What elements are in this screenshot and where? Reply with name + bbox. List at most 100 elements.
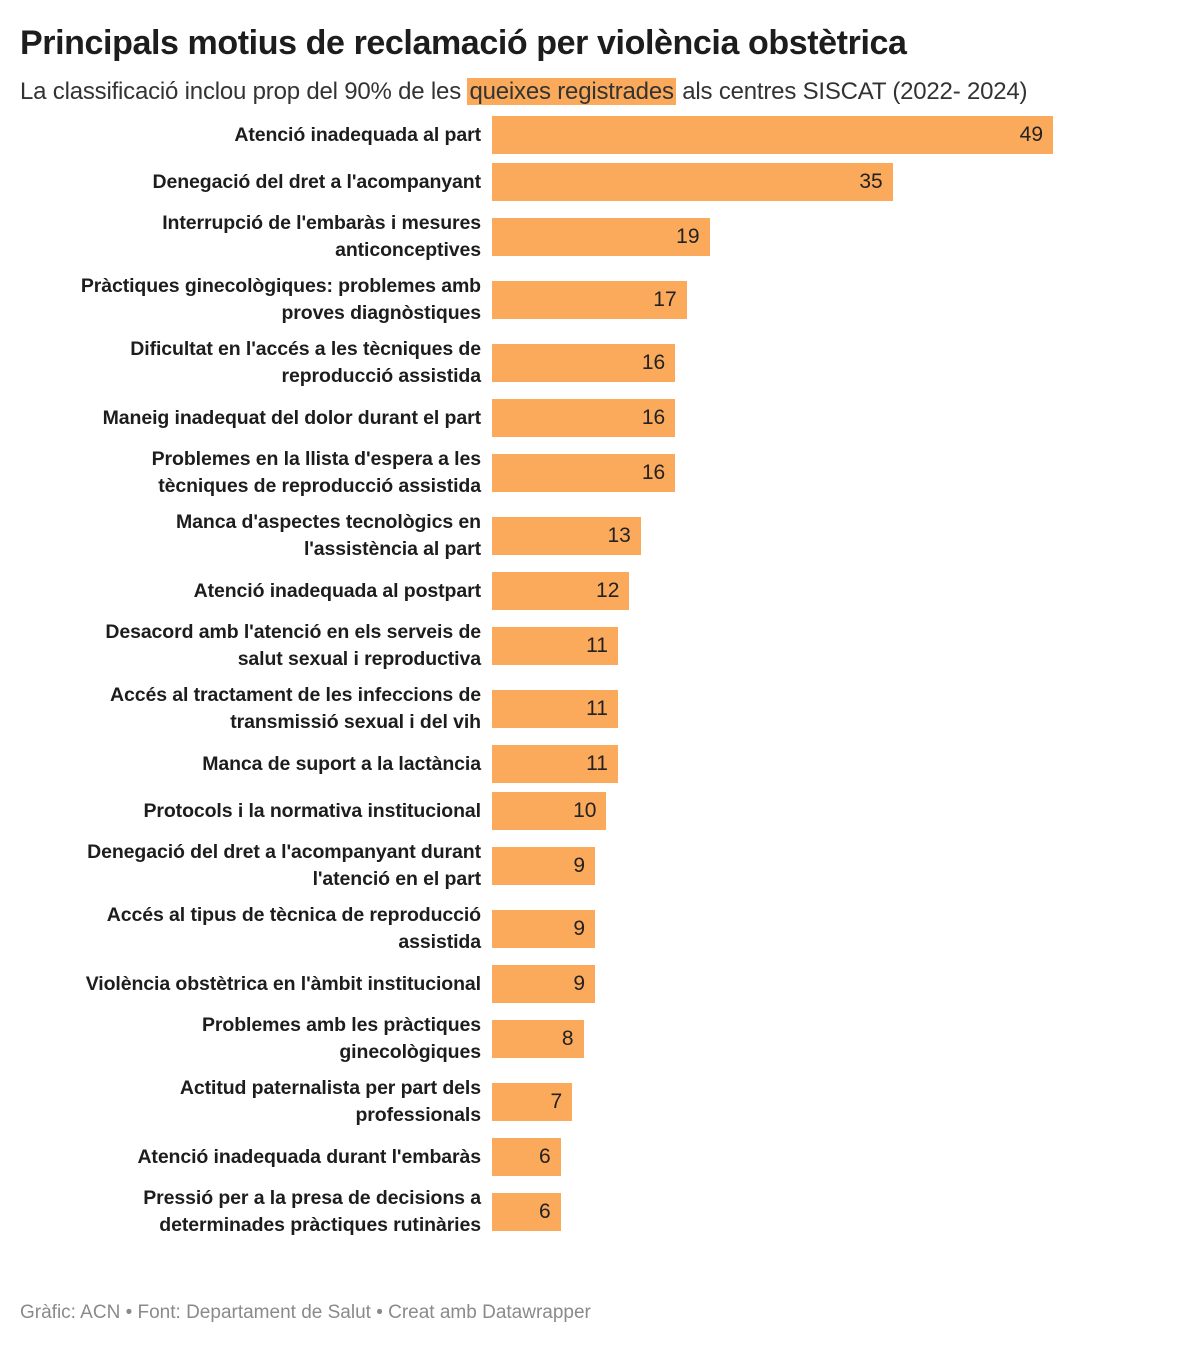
bar-track: 10 — [492, 792, 1180, 830]
category-label-line: salut sexual i reproductiva — [237, 648, 481, 670]
bar-row: Protocols i la normativa institucional 10 — [20, 792, 1180, 830]
bar-row: Interrupció de l'embaràs i mesures antico… — [20, 210, 1180, 264]
value-label: 16 — [641, 406, 666, 429]
subtitle-text-end: als centres SISCAT (2022- 2024) — [675, 78, 1028, 105]
bar-row: Atenció inadequada durant l'embaràs 6 — [20, 1138, 1180, 1176]
bar-track: 11 — [492, 745, 1180, 783]
subtitle-text: La classificació inclou prop del 90% de … — [20, 78, 468, 105]
category-label-line: Accés al tipus de tècnica de reproducció — [106, 904, 481, 926]
category-label: Atenció inadequada al part — [20, 122, 492, 149]
value-label: 9 — [573, 917, 586, 940]
bar-track: 16 — [492, 454, 1180, 492]
bar-row: Problemes amb les pràctiques ginecològiqu… — [20, 1012, 1180, 1066]
category-label: Maneig inadequat del dolor durant el par… — [20, 405, 492, 432]
bar-track: 7 — [492, 1083, 1180, 1121]
category-label-line: Problemes en la llista d'espera a les — [151, 448, 481, 470]
bar-track: 9 — [492, 847, 1180, 885]
bar: 9 — [492, 847, 596, 885]
bar: 19 — [492, 218, 710, 256]
category-label: Pressió per a la presa de decisions a det… — [20, 1185, 492, 1239]
bar: 10 — [492, 792, 607, 830]
chart-subtitle: La classificació inclou prop del 90% de … — [20, 76, 1180, 108]
category-label-line: Actitud paternalista per part dels — [179, 1077, 481, 1099]
bar: 49 — [492, 116, 1053, 154]
value-label: 6 — [539, 1200, 551, 1223]
bar: 11 — [492, 627, 618, 665]
bar: 9 — [492, 910, 596, 948]
bar: 17 — [492, 281, 687, 319]
value-label: 8 — [561, 1027, 574, 1050]
bar: 7 — [492, 1083, 573, 1121]
category-label-line: proves diagnòstiques — [281, 302, 481, 324]
bar-row: Accés al tractament de les infeccions de… — [20, 682, 1180, 736]
value-label: 11 — [586, 634, 608, 657]
bar: 8 — [492, 1020, 584, 1058]
category-label: Manca de suport a la lactància — [20, 751, 492, 778]
category-label: Accés al tractament de les infeccions de… — [20, 682, 492, 736]
bar-row: Actitud paternalista per part dels profes… — [20, 1075, 1180, 1129]
category-label-line: Protocols i la normativa institucional — [143, 799, 481, 822]
bar-row: Denegació del dret a l'acompanyant 35 — [20, 163, 1180, 201]
category-label-line: assistida — [398, 931, 481, 953]
category-label-line: reproducció assistida — [281, 365, 482, 387]
category-label-line: Manca d'aspectes tecnològics en — [176, 511, 481, 533]
category-label-line: determinades pràctiques rutinàries — [159, 1214, 481, 1236]
bar-track: 17 — [492, 281, 1180, 319]
value-label: 11 — [586, 752, 608, 775]
chart-title: Principals motius de reclamació per viol… — [20, 24, 907, 62]
bar: 13 — [492, 517, 641, 555]
value-label: 35 — [859, 170, 883, 193]
category-label: Denegació del dret a l'acompanyant duran… — [20, 839, 492, 893]
bar-row: Accés al tipus de tècnica de reproducció… — [20, 902, 1180, 956]
category-label: Denegació del dret a l'acompanyant — [20, 169, 492, 196]
category-label-line: Pràctiques ginecològiques: problemes amb — [80, 275, 481, 297]
bar-track: 35 — [492, 163, 1180, 201]
subtitle-highlight: queixes registrades — [467, 78, 676, 105]
footer-credits: Gràfic: ACN • Font: Departament de Salut… — [20, 1302, 591, 1323]
bar-row: Dificultat en l'accés a les tècniques de… — [20, 336, 1180, 390]
category-label-line: tècniques de reproducció assistida — [158, 475, 481, 497]
category-label-line: Dificultat en l'accés a les tècniques de — [130, 338, 481, 360]
category-label: Problemes en la llista d'espera a les tèc… — [20, 446, 492, 500]
bar-track: 11 — [492, 690, 1180, 728]
value-label: 16 — [641, 461, 666, 484]
category-label: Desacord amb l'atenció en els serveis de… — [20, 619, 492, 673]
category-label-line: ginecològiques — [339, 1041, 481, 1063]
value-label: 10 — [573, 799, 597, 822]
category-label-line: Atenció inadequada al part — [234, 123, 481, 146]
bar-track: 19 — [492, 218, 1180, 256]
bar-track: 6 — [492, 1193, 1180, 1231]
bar-row: Denegació del dret a l'acompanyant duran… — [20, 839, 1180, 893]
value-label: 19 — [676, 225, 700, 248]
category-label: Violència obstètrica en l'àmbit instituc… — [20, 971, 492, 998]
category-label: Manca d'aspectes tecnològics en l'assistè… — [20, 509, 492, 563]
value-label: 16 — [641, 351, 666, 374]
bar-row: Violència obstètrica en l'àmbit instituc… — [20, 965, 1180, 1003]
bar-chart: Atenció inadequada al part 49 Denegació de… — [20, 116, 1180, 1239]
bar-row: Pressió per a la presa de decisions a det… — [20, 1185, 1180, 1239]
bar-row: Pràctiques ginecològiques: problemes amb… — [20, 273, 1180, 327]
category-label: Atenció inadequada al postpart — [20, 578, 492, 605]
category-label-line: Desacord amb l'atenció en els serveis de — [105, 621, 481, 643]
bar-track: 16 — [492, 399, 1180, 437]
value-label: 7 — [550, 1090, 563, 1113]
category-label-line: Problemes amb les pràctiques — [202, 1014, 481, 1036]
category-label: Actitud paternalista per part dels profes… — [20, 1075, 492, 1129]
category-label-line: Accés al tractament de les infeccions de — [110, 684, 481, 706]
category-label-line: Atenció inadequada durant l'embaràs — [137, 1145, 481, 1168]
bar-track: 12 — [492, 572, 1180, 610]
category-label-line: Violència obstètrica en l'àmbit instituc… — [85, 972, 481, 995]
category-label-line: professionals — [355, 1104, 482, 1126]
category-label: Problemes amb les pràctiques ginecològiqu… — [20, 1012, 492, 1066]
bar-row: Problemes en la llista d'espera a les tèc… — [20, 446, 1180, 500]
value-label: 17 — [653, 288, 677, 311]
bar: 16 — [492, 344, 676, 382]
category-label: Dificultat en l'accés a les tècniques de… — [20, 336, 492, 390]
value-label: 13 — [607, 524, 631, 547]
bar-row: Desacord amb l'atenció en els serveis de… — [20, 619, 1180, 673]
category-label-line: Maneig inadequat del dolor durant el par… — [102, 406, 481, 429]
bar-track: 8 — [492, 1020, 1180, 1058]
bar-row: Manca d'aspectes tecnològics en l'assistè… — [20, 509, 1180, 563]
category-label-line: anticonceptives — [335, 239, 481, 261]
bar: 35 — [492, 163, 893, 201]
